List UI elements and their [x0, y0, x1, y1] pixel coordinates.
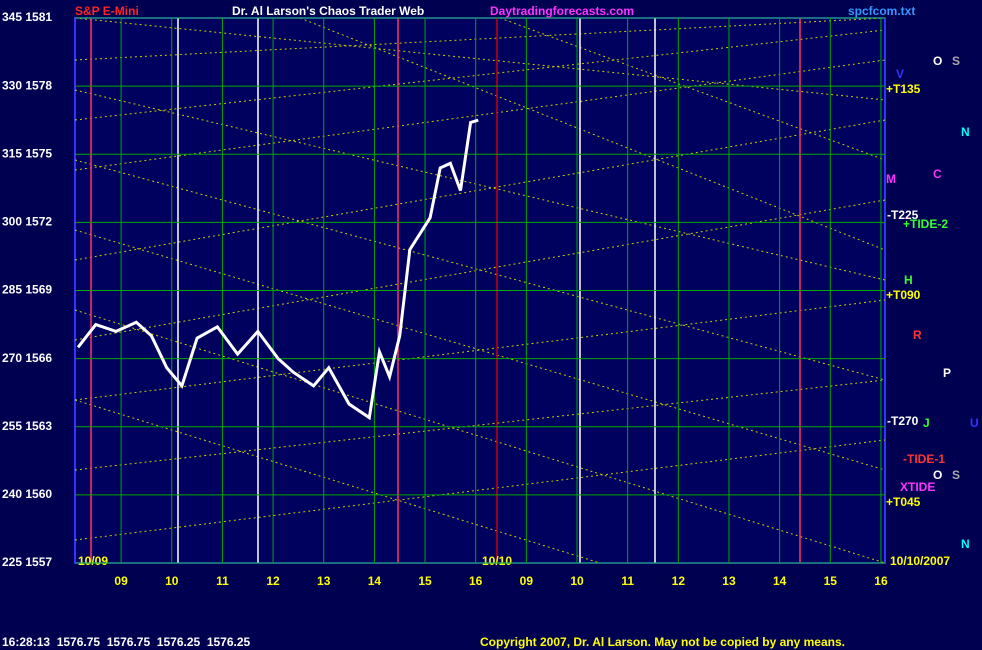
annotation: -TIDE-1	[903, 452, 945, 466]
file-name: spcfcom.txt	[848, 4, 915, 18]
x-tick-label: 15	[824, 574, 838, 588]
annotation: O	[933, 54, 942, 68]
y-tick-label: 315 1575	[2, 146, 52, 160]
annotation: +T135	[886, 82, 921, 96]
annotation: N	[961, 125, 970, 139]
x-tick-label: 10	[165, 574, 179, 588]
x-tick-label: 13	[317, 574, 331, 588]
annotation: M	[886, 172, 896, 186]
annotation: V	[896, 67, 904, 81]
y-tick-label: 300 1572	[2, 215, 52, 229]
x-tick-label: 12	[266, 574, 280, 588]
annotation: S	[952, 468, 960, 482]
annotation: +T045	[886, 495, 921, 509]
x-tick-label: 10	[570, 574, 584, 588]
status: 16:28:13 1576.75 1576.75 1576.25 1576.25	[2, 635, 251, 649]
x-tick-label: 11	[621, 574, 634, 588]
y-tick-label: 225 1557	[2, 555, 52, 569]
date-label: 10/09	[78, 554, 108, 568]
annotation: -T270	[887, 414, 919, 428]
y-tick-label: 255 1563	[2, 419, 52, 433]
annotation: R	[913, 328, 922, 342]
copyright: Copyright 2007, Dr. Al Larson. May not b…	[480, 635, 845, 649]
x-tick-label: 16	[874, 574, 888, 588]
annotation: -T225	[887, 208, 919, 222]
price-line	[76, 118, 479, 421]
date-label: 10/10	[482, 554, 512, 568]
x-tick-label: 09	[114, 574, 128, 588]
y-tick-label: 240 1560	[2, 487, 52, 501]
x-tick-label: 13	[722, 574, 736, 588]
y-tick-label: 330 1578	[2, 78, 52, 92]
annotation: N	[961, 537, 970, 551]
cycle-lines	[74, 17, 886, 564]
annotation: C	[933, 167, 942, 181]
x-tick-label: 14	[368, 574, 382, 588]
x-tick-label: 14	[773, 574, 787, 588]
annotation: H	[904, 273, 913, 287]
chart-title: Dr. Al Larson's Chaos Trader Web	[232, 4, 424, 18]
x-tick-label: 16	[469, 574, 483, 588]
y-tick-label: 345 1581	[2, 10, 52, 24]
annotation: S	[952, 54, 960, 68]
subtitle: S&P E-Mini	[75, 4, 139, 18]
annotation: P	[943, 366, 951, 380]
y-tick-label: 285 1569	[2, 283, 52, 297]
annotation: U	[970, 416, 979, 430]
annotation: +TIDE-2	[903, 217, 948, 231]
annotation: J	[923, 416, 930, 430]
annotation: XTIDE	[900, 480, 935, 494]
annotation: +T090	[886, 288, 921, 302]
x-tick-label: 09	[520, 574, 534, 588]
x-tick-label: 12	[672, 574, 686, 588]
date-label: 10/10/2007	[890, 554, 950, 568]
x-tick-label: 11	[216, 574, 229, 588]
x-tick-label: 15	[418, 574, 432, 588]
y-tick-label: 270 1566	[2, 351, 52, 365]
annotation: O	[933, 468, 942, 482]
site: Daytradingforecasts.com	[490, 4, 634, 18]
